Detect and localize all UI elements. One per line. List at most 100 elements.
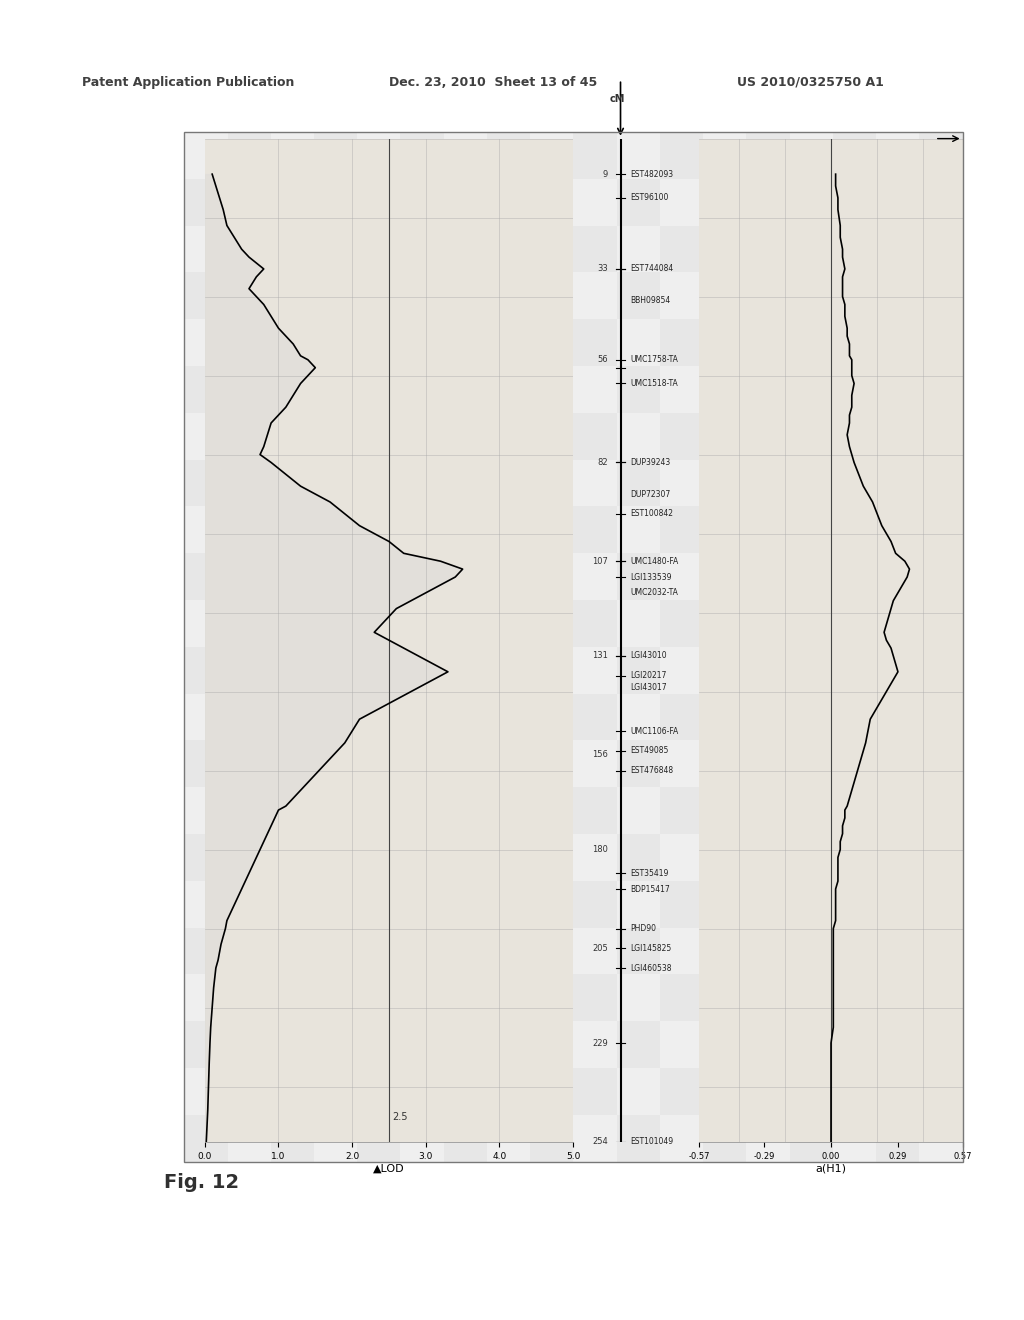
Bar: [443, 787, 487, 834]
Bar: [357, 507, 400, 553]
Bar: [530, 928, 573, 974]
Bar: [184, 928, 227, 974]
Text: 131: 131: [592, 652, 608, 660]
Bar: [314, 272, 357, 319]
Bar: [573, 553, 616, 601]
Bar: [314, 1068, 357, 1115]
Bar: [357, 178, 400, 226]
Bar: [314, 319, 357, 366]
Bar: [357, 601, 400, 647]
Bar: [270, 459, 314, 507]
Bar: [357, 928, 400, 974]
Bar: [314, 834, 357, 880]
Bar: [400, 459, 443, 507]
Bar: [184, 741, 227, 787]
Bar: [920, 1022, 963, 1068]
Bar: [443, 741, 487, 787]
Text: cM: cM: [609, 94, 625, 104]
Bar: [400, 647, 443, 693]
Bar: [530, 366, 573, 413]
Bar: [877, 178, 920, 226]
Bar: [357, 880, 400, 928]
Bar: [616, 693, 659, 741]
Bar: [443, 880, 487, 928]
Text: PHD90: PHD90: [630, 924, 656, 933]
Bar: [530, 553, 573, 601]
Bar: [443, 928, 487, 974]
Bar: [487, 459, 530, 507]
Bar: [573, 787, 616, 834]
Bar: [790, 974, 833, 1022]
Bar: [833, 178, 877, 226]
Bar: [790, 928, 833, 974]
Bar: [877, 459, 920, 507]
Bar: [573, 1068, 616, 1115]
Bar: [659, 459, 703, 507]
Bar: [877, 1115, 920, 1162]
Bar: [357, 272, 400, 319]
Bar: [616, 272, 659, 319]
Bar: [703, 1115, 746, 1162]
Bar: [530, 459, 573, 507]
Bar: [920, 132, 963, 178]
Bar: [400, 834, 443, 880]
Bar: [270, 272, 314, 319]
Bar: [790, 366, 833, 413]
Bar: [703, 1022, 746, 1068]
Bar: [227, 178, 270, 226]
Bar: [184, 366, 227, 413]
Bar: [400, 693, 443, 741]
Bar: [877, 880, 920, 928]
Text: EST476848: EST476848: [630, 766, 673, 775]
Bar: [877, 366, 920, 413]
Bar: [227, 880, 270, 928]
Bar: [616, 880, 659, 928]
Bar: [790, 880, 833, 928]
Bar: [746, 178, 790, 226]
Bar: [400, 507, 443, 553]
Bar: [746, 928, 790, 974]
Bar: [703, 928, 746, 974]
Bar: [746, 553, 790, 601]
Bar: [357, 319, 400, 366]
Bar: [573, 928, 616, 974]
Bar: [357, 553, 400, 601]
Bar: [314, 178, 357, 226]
Bar: [616, 928, 659, 974]
Bar: [833, 1022, 877, 1068]
Text: LGI145825: LGI145825: [630, 944, 672, 953]
Bar: [443, 319, 487, 366]
Bar: [530, 787, 573, 834]
Bar: [920, 693, 963, 741]
Bar: [400, 226, 443, 272]
Bar: [790, 834, 833, 880]
Bar: [703, 178, 746, 226]
Bar: [184, 413, 227, 459]
Bar: [659, 178, 703, 226]
Text: 205: 205: [592, 944, 608, 953]
Bar: [357, 1068, 400, 1115]
Bar: [227, 1022, 270, 1068]
Bar: [227, 693, 270, 741]
Bar: [790, 553, 833, 601]
Bar: [314, 787, 357, 834]
Bar: [573, 459, 616, 507]
Bar: [227, 787, 270, 834]
Text: LGI43010: LGI43010: [630, 652, 667, 660]
Bar: [833, 1068, 877, 1115]
Bar: [659, 787, 703, 834]
Bar: [184, 178, 227, 226]
Bar: [270, 413, 314, 459]
Bar: [573, 741, 616, 787]
Bar: [746, 319, 790, 366]
Bar: [400, 319, 443, 366]
Bar: [227, 319, 270, 366]
Bar: [357, 787, 400, 834]
Bar: [659, 272, 703, 319]
Bar: [920, 741, 963, 787]
Bar: [357, 1115, 400, 1162]
Bar: [616, 1115, 659, 1162]
Bar: [487, 507, 530, 553]
Bar: [790, 1022, 833, 1068]
Bar: [616, 601, 659, 647]
